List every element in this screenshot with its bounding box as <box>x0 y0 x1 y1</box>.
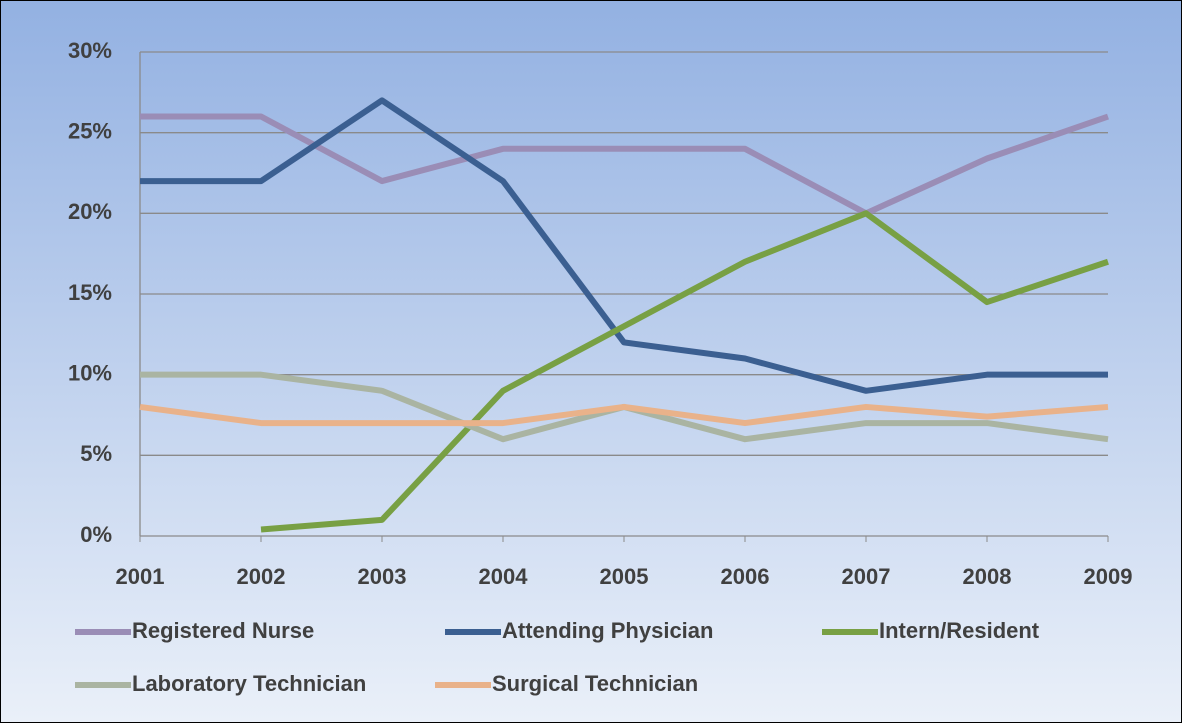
series-line <box>139 403 1109 427</box>
y-tick-label: 10% <box>68 360 112 385</box>
y-tick-label: 25% <box>68 118 112 143</box>
x-tick-label: 2006 <box>721 564 770 589</box>
legend-label: Intern/Resident <box>879 618 1040 643</box>
y-tick-label: 5% <box>80 441 112 466</box>
x-tick-label: 2008 <box>963 564 1012 589</box>
x-tick-label: 2009 <box>1084 564 1133 589</box>
y-tick-label: 30% <box>68 38 112 63</box>
legend-label: Surgical Technician <box>492 671 698 696</box>
series-line <box>140 97 1108 394</box>
legend-label: Registered Nurse <box>132 618 314 643</box>
y-tick-label: 15% <box>68 280 112 305</box>
x-tick-label: 2005 <box>600 564 649 589</box>
x-tick-label: 2007 <box>842 564 891 589</box>
x-tick-label: 2002 <box>237 564 286 589</box>
series-line <box>260 210 1109 533</box>
series-line <box>140 113 1109 217</box>
legend-label: Laboratory Technician <box>132 671 366 696</box>
x-tick-label: 2004 <box>479 564 529 589</box>
x-tick-label: 2001 <box>116 564 165 589</box>
x-tick-label: 2003 <box>358 564 407 589</box>
y-tick-label: 20% <box>68 199 112 224</box>
y-tick-label: 0% <box>80 522 112 547</box>
legend-label: Attending Physician <box>502 618 713 643</box>
